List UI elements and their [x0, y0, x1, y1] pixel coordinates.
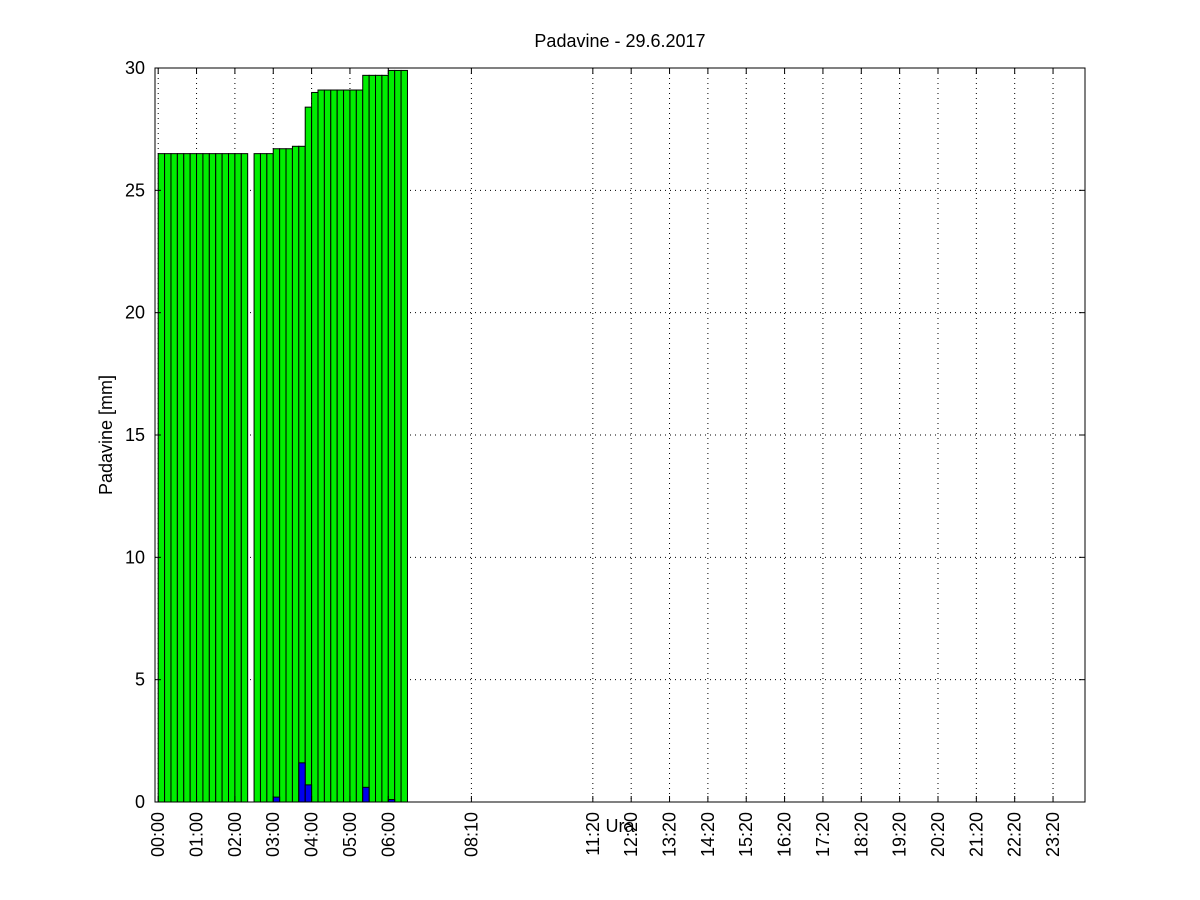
bar [311, 91, 319, 803]
y-tick-label: 25 [125, 180, 145, 200]
bars [157, 69, 408, 803]
bar [323, 89, 332, 803]
bar [259, 153, 268, 803]
x-tick-label: 00:00 [148, 812, 168, 857]
bar [362, 786, 370, 803]
ticks: 0 5 10 15 20 25 30 00:00 01:00 02:00 03:00 04:00 05:… [125, 58, 1085, 857]
x-tick-label: 14:20 [698, 812, 718, 857]
bar [208, 153, 217, 803]
bar [362, 74, 370, 803]
bar [336, 89, 345, 803]
bar [215, 153, 223, 803]
y-tick-label: 10 [125, 547, 145, 567]
bar [304, 784, 313, 803]
chart-title: Padavine - 29.6.2017 [534, 31, 705, 51]
bar [189, 153, 198, 803]
bar [164, 153, 172, 803]
bar [400, 69, 408, 803]
x-tick-label: 21:20 [966, 812, 986, 857]
x-tick-label: 08:10 [461, 812, 481, 857]
bar [157, 153, 166, 803]
x-tick-label: 20:20 [928, 812, 948, 857]
bar [221, 153, 230, 803]
bar [343, 89, 351, 803]
bar [330, 89, 338, 803]
x-tick-label: 22:20 [1005, 812, 1025, 857]
x-tick-label: 06:00 [378, 812, 398, 857]
x-tick-label: 19:20 [890, 812, 910, 857]
x-tick-label: 16:20 [775, 812, 795, 857]
y-axis-label: Padavine [mm] [96, 375, 116, 495]
x-tick-label: 12:20 [621, 812, 641, 857]
bar [183, 153, 191, 803]
bar [355, 89, 364, 803]
bar [253, 153, 261, 803]
bar [375, 74, 383, 803]
bar [234, 153, 242, 803]
bar [298, 762, 306, 803]
bar [368, 74, 377, 803]
x-axis-label: Ura [605, 816, 635, 836]
bar [279, 148, 287, 803]
bar [202, 153, 210, 803]
y-tick-label: 15 [125, 425, 145, 445]
bar [176, 153, 185, 803]
bar [196, 153, 204, 803]
x-tick-label: 18:20 [851, 812, 871, 857]
x-tick-label: 11:20 [583, 812, 603, 856]
y-tick-label: 20 [125, 303, 145, 323]
y-tick-label: 0 [135, 792, 145, 812]
bar [349, 89, 357, 803]
bar [170, 153, 178, 803]
bar [285, 148, 293, 803]
bar [291, 145, 300, 803]
x-tick-label: 05:00 [340, 812, 360, 857]
bar [272, 148, 281, 803]
x-tick-label: 23:20 [1043, 812, 1063, 857]
bar [317, 89, 325, 803]
bar [381, 74, 389, 803]
y-tick-label: 30 [125, 58, 145, 78]
x-tick-label: 13:20 [660, 812, 680, 857]
x-tick-label: 17:20 [813, 812, 833, 857]
x-tick-label: 04:00 [302, 812, 322, 857]
bar [228, 153, 236, 803]
x-tick-label: 01:00 [187, 812, 207, 857]
x-tick-label: 15:20 [736, 812, 756, 857]
y-tick-label: 5 [135, 670, 145, 690]
grid [155, 68, 1085, 802]
bar [394, 69, 402, 803]
bar [304, 106, 313, 803]
bar [272, 796, 281, 803]
bar [298, 145, 306, 803]
bar [387, 69, 396, 803]
x-tick-label: 02:00 [225, 812, 245, 857]
x-tick-label: 03:00 [263, 812, 283, 857]
bar [240, 153, 249, 803]
bar [266, 153, 274, 803]
